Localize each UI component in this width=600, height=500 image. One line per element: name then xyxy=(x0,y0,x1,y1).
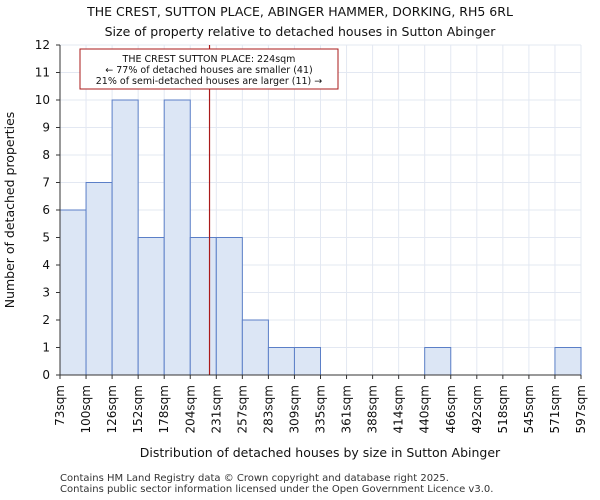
bar-204sqm xyxy=(189,237,217,376)
y-tick-label-6: 6 xyxy=(42,203,50,217)
annotation-box xyxy=(79,48,339,90)
x-tick-label-466sqm: 466sqm xyxy=(444,385,458,433)
annotation: THE CREST SUTTON PLACE: 224sqm ← 77% of … xyxy=(79,48,339,90)
bar-283sqm xyxy=(267,347,295,376)
x-tick-labels: 73sqm 100sqm 126sqm 152sqm 178sqm 204sqm 231sq… xyxy=(53,375,588,433)
bar-257sqm xyxy=(241,319,269,376)
x-tick-label-597sqm: 597sqm xyxy=(574,385,588,433)
y-tick-label-2: 2 xyxy=(42,313,50,327)
x-tick-label-73sqm: 73sqm xyxy=(53,385,67,426)
bar-231sqm xyxy=(215,237,243,376)
y-tick-label-11: 11 xyxy=(35,66,50,80)
x-tick-label-335sqm: 335sqm xyxy=(314,385,328,433)
x-tick-label-361sqm: 361sqm xyxy=(340,385,354,433)
bars xyxy=(59,99,582,376)
footer-line-2: Contains public sector information licen… xyxy=(60,484,494,495)
x-tick-label-492sqm: 492sqm xyxy=(470,385,484,433)
x-tick-label-414sqm: 414sqm xyxy=(392,385,406,433)
y-tick-label-7: 7 xyxy=(42,176,50,190)
y-tick-label-9: 9 xyxy=(42,121,50,135)
footer: Contains HM Land Registry data © Crown c… xyxy=(60,473,493,495)
bar-100sqm xyxy=(85,182,113,376)
x-tick-label-100sqm: 100sqm xyxy=(79,385,93,433)
x-tick-label-518sqm: 518sqm xyxy=(496,385,510,433)
y-tick-label-10: 10 xyxy=(35,93,50,107)
annotation-line-1: THE CREST SUTTON PLACE: 224sqm xyxy=(122,54,296,65)
x-axis-label: Distribution of detached houses by size … xyxy=(140,445,501,460)
chart-title: THE CREST, SUTTON PLACE, ABINGER HAMMER,… xyxy=(86,4,513,19)
x-tick-label-309sqm: 309sqm xyxy=(287,385,301,433)
footer-line-1: Contains HM Land Registry data © Crown c… xyxy=(60,473,449,484)
y-tick-label-5: 5 xyxy=(42,231,50,245)
y-tick-label-4: 4 xyxy=(42,258,50,272)
x-tick-label-152sqm: 152sqm xyxy=(131,385,145,433)
y-tick-label-1: 1 xyxy=(42,341,50,355)
y-tick-label-0: 0 xyxy=(42,368,50,382)
bar-440sqm xyxy=(424,347,452,376)
y-tick-label-8: 8 xyxy=(42,148,50,162)
bar-152sqm xyxy=(137,237,165,376)
x-tick-label-440sqm: 440sqm xyxy=(418,385,432,433)
bar-309sqm xyxy=(293,347,322,376)
bar-73sqm xyxy=(59,209,87,376)
x-tick-label-388sqm: 388sqm xyxy=(366,385,380,433)
bar-178sqm xyxy=(163,99,191,376)
y-tick-label-12: 12 xyxy=(35,38,50,52)
bar-571sqm xyxy=(554,347,582,376)
x-tick-label-126sqm: 126sqm xyxy=(105,385,119,433)
x-tick-label-231sqm: 231sqm xyxy=(209,385,223,433)
x-tick-label-257sqm: 257sqm xyxy=(235,385,249,433)
annotation-line-2: ← 77% of detached houses are smaller (41… xyxy=(105,65,312,76)
x-tick-label-204sqm: 204sqm xyxy=(183,385,197,433)
y-tick-label-3: 3 xyxy=(42,286,50,300)
y-axis-label: Number of detached properties xyxy=(2,112,17,309)
x-tick-label-178sqm: 178sqm xyxy=(157,385,171,433)
bar-126sqm xyxy=(111,99,139,376)
x-tick-label-571sqm: 571sqm xyxy=(548,385,562,433)
annotation-line-3: 21% of semi-detached houses are larger (… xyxy=(96,76,323,87)
chart-subtitle: Size of property relative to detached ho… xyxy=(105,24,497,39)
x-tick-label-283sqm: 283sqm xyxy=(261,385,275,433)
x-tick-label-545sqm: 545sqm xyxy=(522,385,536,433)
